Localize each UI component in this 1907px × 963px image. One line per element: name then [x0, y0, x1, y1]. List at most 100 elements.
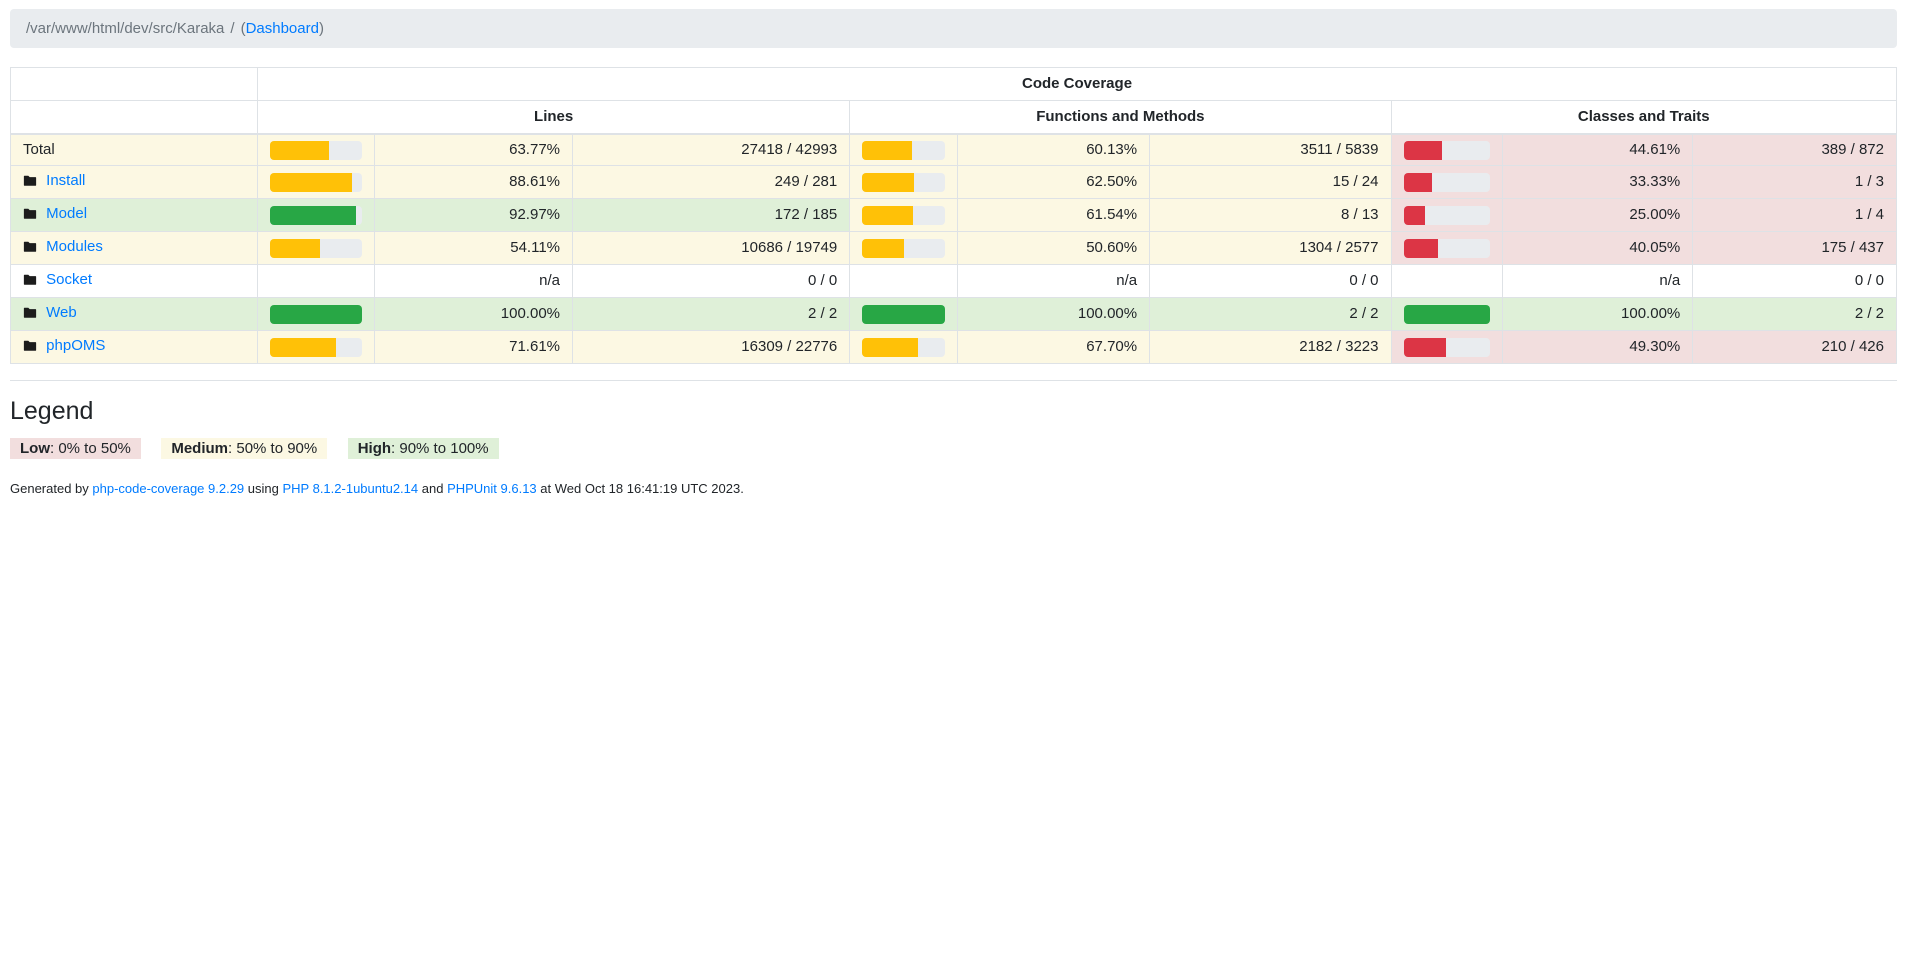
legend-item-high: High: 90% to 100%: [347, 438, 499, 459]
classes-percent-cell: 44.61%: [1501, 133, 1694, 166]
classes-progress-bar: [1403, 172, 1490, 192]
legend-section: Legend Low: 0% to 50% Medium: 50% to 90%…: [10, 397, 1897, 459]
generated-by-footer: Generated by php-code-coverage 9.2.29 us…: [10, 481, 1897, 496]
functions-ratio-cell: 15 / 24: [1149, 165, 1392, 199]
item-name-cell: Modules: [9, 231, 259, 265]
coverage-row: Install 88.61% 249 / 281 62.50% 15 / 24 …: [9, 165, 1897, 199]
lines-percent-cell: n/a: [373, 264, 574, 298]
legend-title: Legend: [10, 397, 94, 425]
coverage-row: Total 63.77% 27418 / 42993 60.13% 3511 /…: [9, 133, 1897, 166]
functions-percent-cell: 62.50%: [956, 165, 1151, 199]
item-link[interactable]: Web: [46, 304, 77, 321]
classes-bar-cell: [1390, 133, 1503, 166]
legend-item-low: Low: 0% to 50%: [10, 438, 141, 459]
phpunit-link[interactable]: PHPUnit 9.6.13: [447, 481, 537, 496]
functions-percent-cell: 61.54%: [956, 198, 1151, 232]
item-name-cell: Socket: [9, 264, 259, 298]
lines-percent-cell: 92.97%: [373, 198, 574, 232]
functions-percent-cell: n/a: [956, 264, 1151, 298]
lines-bar-cell: [257, 165, 375, 199]
lines-progress-bar: [270, 140, 362, 160]
legend-high-label: High: [357, 440, 392, 457]
dashboard-link[interactable]: Dashboard: [245, 20, 319, 37]
lines-bar-cell: [257, 133, 375, 166]
item-link[interactable]: Install: [46, 172, 86, 189]
coverage-row: Model 92.97% 172 / 185 61.54% 8 / 13 25.…: [9, 198, 1897, 232]
folder-icon: [23, 272, 37, 292]
functions-bar-cell: [849, 165, 958, 199]
functions-bar-cell: [849, 231, 958, 265]
lines-ratio-cell: 16309 / 22776: [571, 330, 851, 364]
classes-percent-cell: n/a: [1501, 264, 1694, 298]
item-link[interactable]: Model: [46, 205, 88, 222]
classes-ratio-cell: 0 / 0: [1692, 264, 1897, 298]
php-version-link[interactable]: PHP 8.1.2-1ubuntu2.14: [282, 481, 419, 496]
col-header-classes: Classes and Traits: [1390, 100, 1897, 135]
item-link[interactable]: Modules: [46, 238, 103, 255]
folder-icon: [23, 305, 37, 325]
functions-bar-cell: [849, 198, 958, 232]
table-title: Code Coverage: [257, 67, 1897, 101]
item-name-cell: phpOMS: [9, 330, 259, 364]
lines-percent-cell: 71.61%: [373, 330, 574, 364]
classes-bar-cell: [1390, 297, 1503, 331]
lines-percent-cell: 63.77%: [373, 133, 574, 166]
lines-ratio-cell: 172 / 185: [571, 198, 851, 232]
lines-ratio-cell: 10686 / 19749: [571, 231, 851, 265]
functions-bar-cell: [849, 330, 958, 364]
functions-progress-bar: [862, 304, 945, 324]
footer-suffix: at Wed Oct 18 16:41:19 UTC 2023.: [536, 481, 744, 496]
classes-percent-cell: 100.00%: [1501, 297, 1694, 331]
coverage-row: Modules 54.11% 10686 / 19749 50.60% 1304…: [9, 231, 1897, 265]
lines-progress-bar: [270, 205, 362, 225]
coverage-table: Code Coverage Lines Functions and Method…: [9, 67, 1897, 364]
item-link[interactable]: phpOMS: [46, 337, 106, 354]
coverage-row: phpOMS 71.61% 16309 / 22776 67.70% 2182 …: [9, 330, 1897, 364]
classes-ratio-cell: 1 / 4: [1692, 198, 1897, 232]
lines-ratio-cell: 0 / 0: [571, 264, 851, 298]
item-name-cell: Install: [9, 165, 259, 199]
lines-bar-cell: [257, 198, 375, 232]
breadcrumb-active-suffix: ): [318, 20, 324, 37]
lines-bar-cell: [257, 297, 375, 331]
item-name-cell: Web: [9, 297, 259, 331]
functions-ratio-cell: 3511 / 5839: [1149, 133, 1392, 166]
folder-icon: [23, 239, 37, 259]
column-header-row: Lines Functions and Methods Classes and …: [9, 100, 1897, 135]
functions-bar-cell: [849, 133, 958, 166]
classes-progress-bar: [1403, 337, 1490, 357]
lines-bar-cell: [257, 231, 375, 265]
classes-bar-cell: [1390, 264, 1503, 298]
classes-percent-cell: 33.33%: [1501, 165, 1694, 199]
php-code-coverage-link[interactable]: php-code-coverage 9.2.29: [92, 481, 245, 496]
footer-prefix: Generated by: [10, 481, 93, 496]
folder-icon: [23, 206, 37, 226]
col-header-functions: Functions and Methods: [849, 100, 1392, 135]
lines-progress-bar: [270, 304, 362, 324]
functions-ratio-cell: 1304 / 2577: [1149, 231, 1392, 265]
lines-progress-bar: [270, 337, 362, 357]
functions-percent-cell: 60.13%: [956, 133, 1151, 166]
folder-icon: [23, 338, 37, 358]
breadcrumb-separator: /: [230, 20, 235, 37]
classes-progress-bar: [1403, 304, 1490, 324]
empty-header-cell: [9, 100, 259, 135]
classes-ratio-cell: 175 / 437: [1692, 231, 1897, 265]
functions-ratio-cell: 2182 / 3223: [1149, 330, 1392, 364]
coverage-report-page: /var/www/html/dev/src/Karaka / (Dashboard)…: [9, 9, 1897, 496]
functions-percent-cell: 100.00%: [956, 297, 1151, 331]
classes-ratio-cell: 1 / 3: [1692, 165, 1897, 199]
legend-medium-range: : 50% to 90%: [228, 440, 318, 457]
functions-progress-bar: [862, 140, 945, 160]
col-header-lines: Lines: [257, 100, 851, 135]
item-link[interactable]: Socket: [46, 271, 93, 288]
legend-medium-label: Medium: [171, 440, 229, 457]
functions-ratio-cell: 8 / 13: [1149, 198, 1392, 232]
classes-percent-cell: 49.30%: [1501, 330, 1694, 364]
legend-high-range: : 90% to 100%: [391, 440, 489, 457]
breadcrumb: /var/www/html/dev/src/Karaka / (Dashboard): [10, 9, 1897, 48]
lines-bar-cell: [257, 264, 375, 298]
functions-progress-bar: [862, 205, 945, 225]
classes-progress-bar: [1403, 140, 1490, 160]
functions-progress-bar: [862, 337, 945, 357]
